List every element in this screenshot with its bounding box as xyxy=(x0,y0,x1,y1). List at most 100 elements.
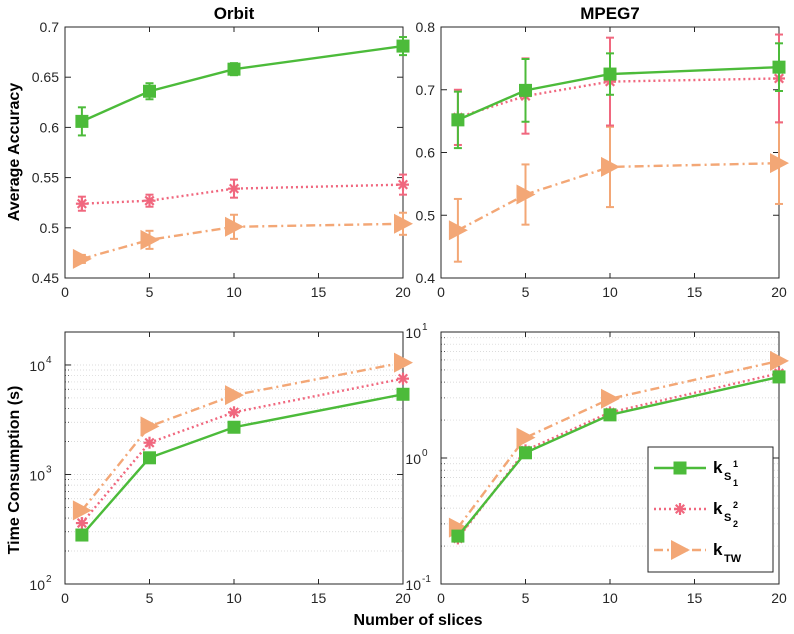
data-point xyxy=(72,248,92,269)
series-kTW xyxy=(448,350,789,538)
xlabel: Number of slices xyxy=(354,612,483,629)
data-point xyxy=(770,350,789,371)
ylabel-bottom: Time Consumption (s) xyxy=(6,386,23,555)
data-point xyxy=(227,62,241,76)
series-line xyxy=(457,65,780,121)
legend-subsubscript: 1 xyxy=(733,478,738,488)
y-tick-label: 0.6 xyxy=(40,119,60,135)
legend-label: k xyxy=(713,499,723,518)
y-tick-label: 0.45 xyxy=(32,270,59,286)
x-tick-label: 5 xyxy=(146,284,154,300)
legend-box xyxy=(647,446,774,573)
y-tick-label: 0.5 xyxy=(416,207,436,223)
data-point xyxy=(396,387,410,401)
data-point xyxy=(143,451,156,465)
y-tick-label: 10 xyxy=(29,358,45,374)
data-point xyxy=(394,352,413,373)
data-point xyxy=(75,114,89,128)
data-point xyxy=(451,529,465,543)
series-kTW xyxy=(72,211,413,269)
y-tick-label: 0.8 xyxy=(416,19,436,35)
series-line xyxy=(80,361,404,512)
data-point xyxy=(601,388,620,409)
legend-marker xyxy=(673,461,687,475)
data-point xyxy=(227,420,241,434)
legend-superscript: 2 xyxy=(733,500,738,510)
y-tick-exponent: -1 xyxy=(422,574,431,585)
data-point xyxy=(140,229,160,250)
series-kS2 xyxy=(75,372,409,530)
series-kS1 xyxy=(75,36,410,137)
legend-label: k xyxy=(713,540,723,559)
x-tick-label: 10 xyxy=(602,284,618,300)
series-kS1 xyxy=(451,42,786,150)
y-tick-label: 10 xyxy=(405,451,421,467)
data-point xyxy=(143,84,156,98)
x-tick-label: 10 xyxy=(226,590,242,606)
y-tick-label: 0.7 xyxy=(40,19,60,35)
y-tick-label: 10 xyxy=(405,577,421,593)
legend-subscript: TW xyxy=(724,553,742,565)
data-point xyxy=(519,83,532,97)
data-point xyxy=(770,153,789,174)
data-point xyxy=(603,408,617,422)
y-tick-label: 0.6 xyxy=(416,145,436,161)
data-point xyxy=(601,156,620,177)
x-tick-label: 0 xyxy=(437,284,445,300)
data-point xyxy=(397,372,409,385)
series-line xyxy=(456,375,780,537)
x-tick-label: 5 xyxy=(522,284,530,300)
data-point xyxy=(772,370,786,384)
legend-marker xyxy=(671,540,690,560)
data-point xyxy=(516,184,536,205)
y-tick-exponent: 0 xyxy=(422,448,428,459)
data-point xyxy=(140,416,160,437)
data-point xyxy=(75,517,88,530)
x-tick-label: 10 xyxy=(602,590,618,606)
legend-entry: k S2 2 xyxy=(654,499,738,529)
series-line xyxy=(80,377,404,524)
y-tick-label: 10 xyxy=(29,577,45,593)
minor-grid xyxy=(65,364,403,552)
series-line xyxy=(81,183,404,205)
x-tick-label: 15 xyxy=(311,284,327,300)
series-kS1 xyxy=(451,370,786,543)
series-kTW xyxy=(72,352,413,521)
data-point xyxy=(451,113,465,127)
legend-entry: k TW xyxy=(654,540,742,565)
x-tick-label: 5 xyxy=(522,590,530,606)
y-tick-exponent: 2 xyxy=(46,574,52,585)
panel-2: 0 5 10 15 20 0.4 0.5 0.6 0.7 0.8 MPEG7 xyxy=(416,4,789,300)
series-line xyxy=(81,222,404,261)
series-kS1 xyxy=(75,387,410,542)
y-tick-label: 0.4 xyxy=(416,270,436,286)
x-tick-label: 5 xyxy=(146,590,154,606)
series-kS2 xyxy=(75,173,409,212)
data-point xyxy=(516,427,536,448)
y-tick-exponent: 4 xyxy=(46,355,52,366)
legend-subsubscript: 2 xyxy=(733,519,738,529)
legend-superscript: 1 xyxy=(733,459,738,469)
data-point xyxy=(225,385,244,406)
data-point xyxy=(72,500,92,521)
x-tick-label: 15 xyxy=(311,590,327,606)
series-line xyxy=(457,77,780,119)
data-point xyxy=(75,528,89,542)
data-point xyxy=(394,213,413,234)
x-tick-label: 0 xyxy=(437,590,445,606)
series-line xyxy=(80,393,404,536)
y-tick-exponent: 3 xyxy=(46,464,52,475)
series-line xyxy=(81,44,404,123)
series-kTW xyxy=(448,121,789,263)
data-point xyxy=(603,67,617,81)
data-point xyxy=(225,216,244,237)
x-tick-label: 20 xyxy=(771,590,787,606)
x-tick-label: 0 xyxy=(61,590,69,606)
x-tick-label: 10 xyxy=(226,284,242,300)
y-tick-label: 0.65 xyxy=(32,69,59,85)
x-tick-label: 20 xyxy=(395,284,411,300)
data-point xyxy=(448,220,468,241)
y-tick-label: 0.55 xyxy=(32,170,59,186)
series-kS2 xyxy=(451,33,785,146)
